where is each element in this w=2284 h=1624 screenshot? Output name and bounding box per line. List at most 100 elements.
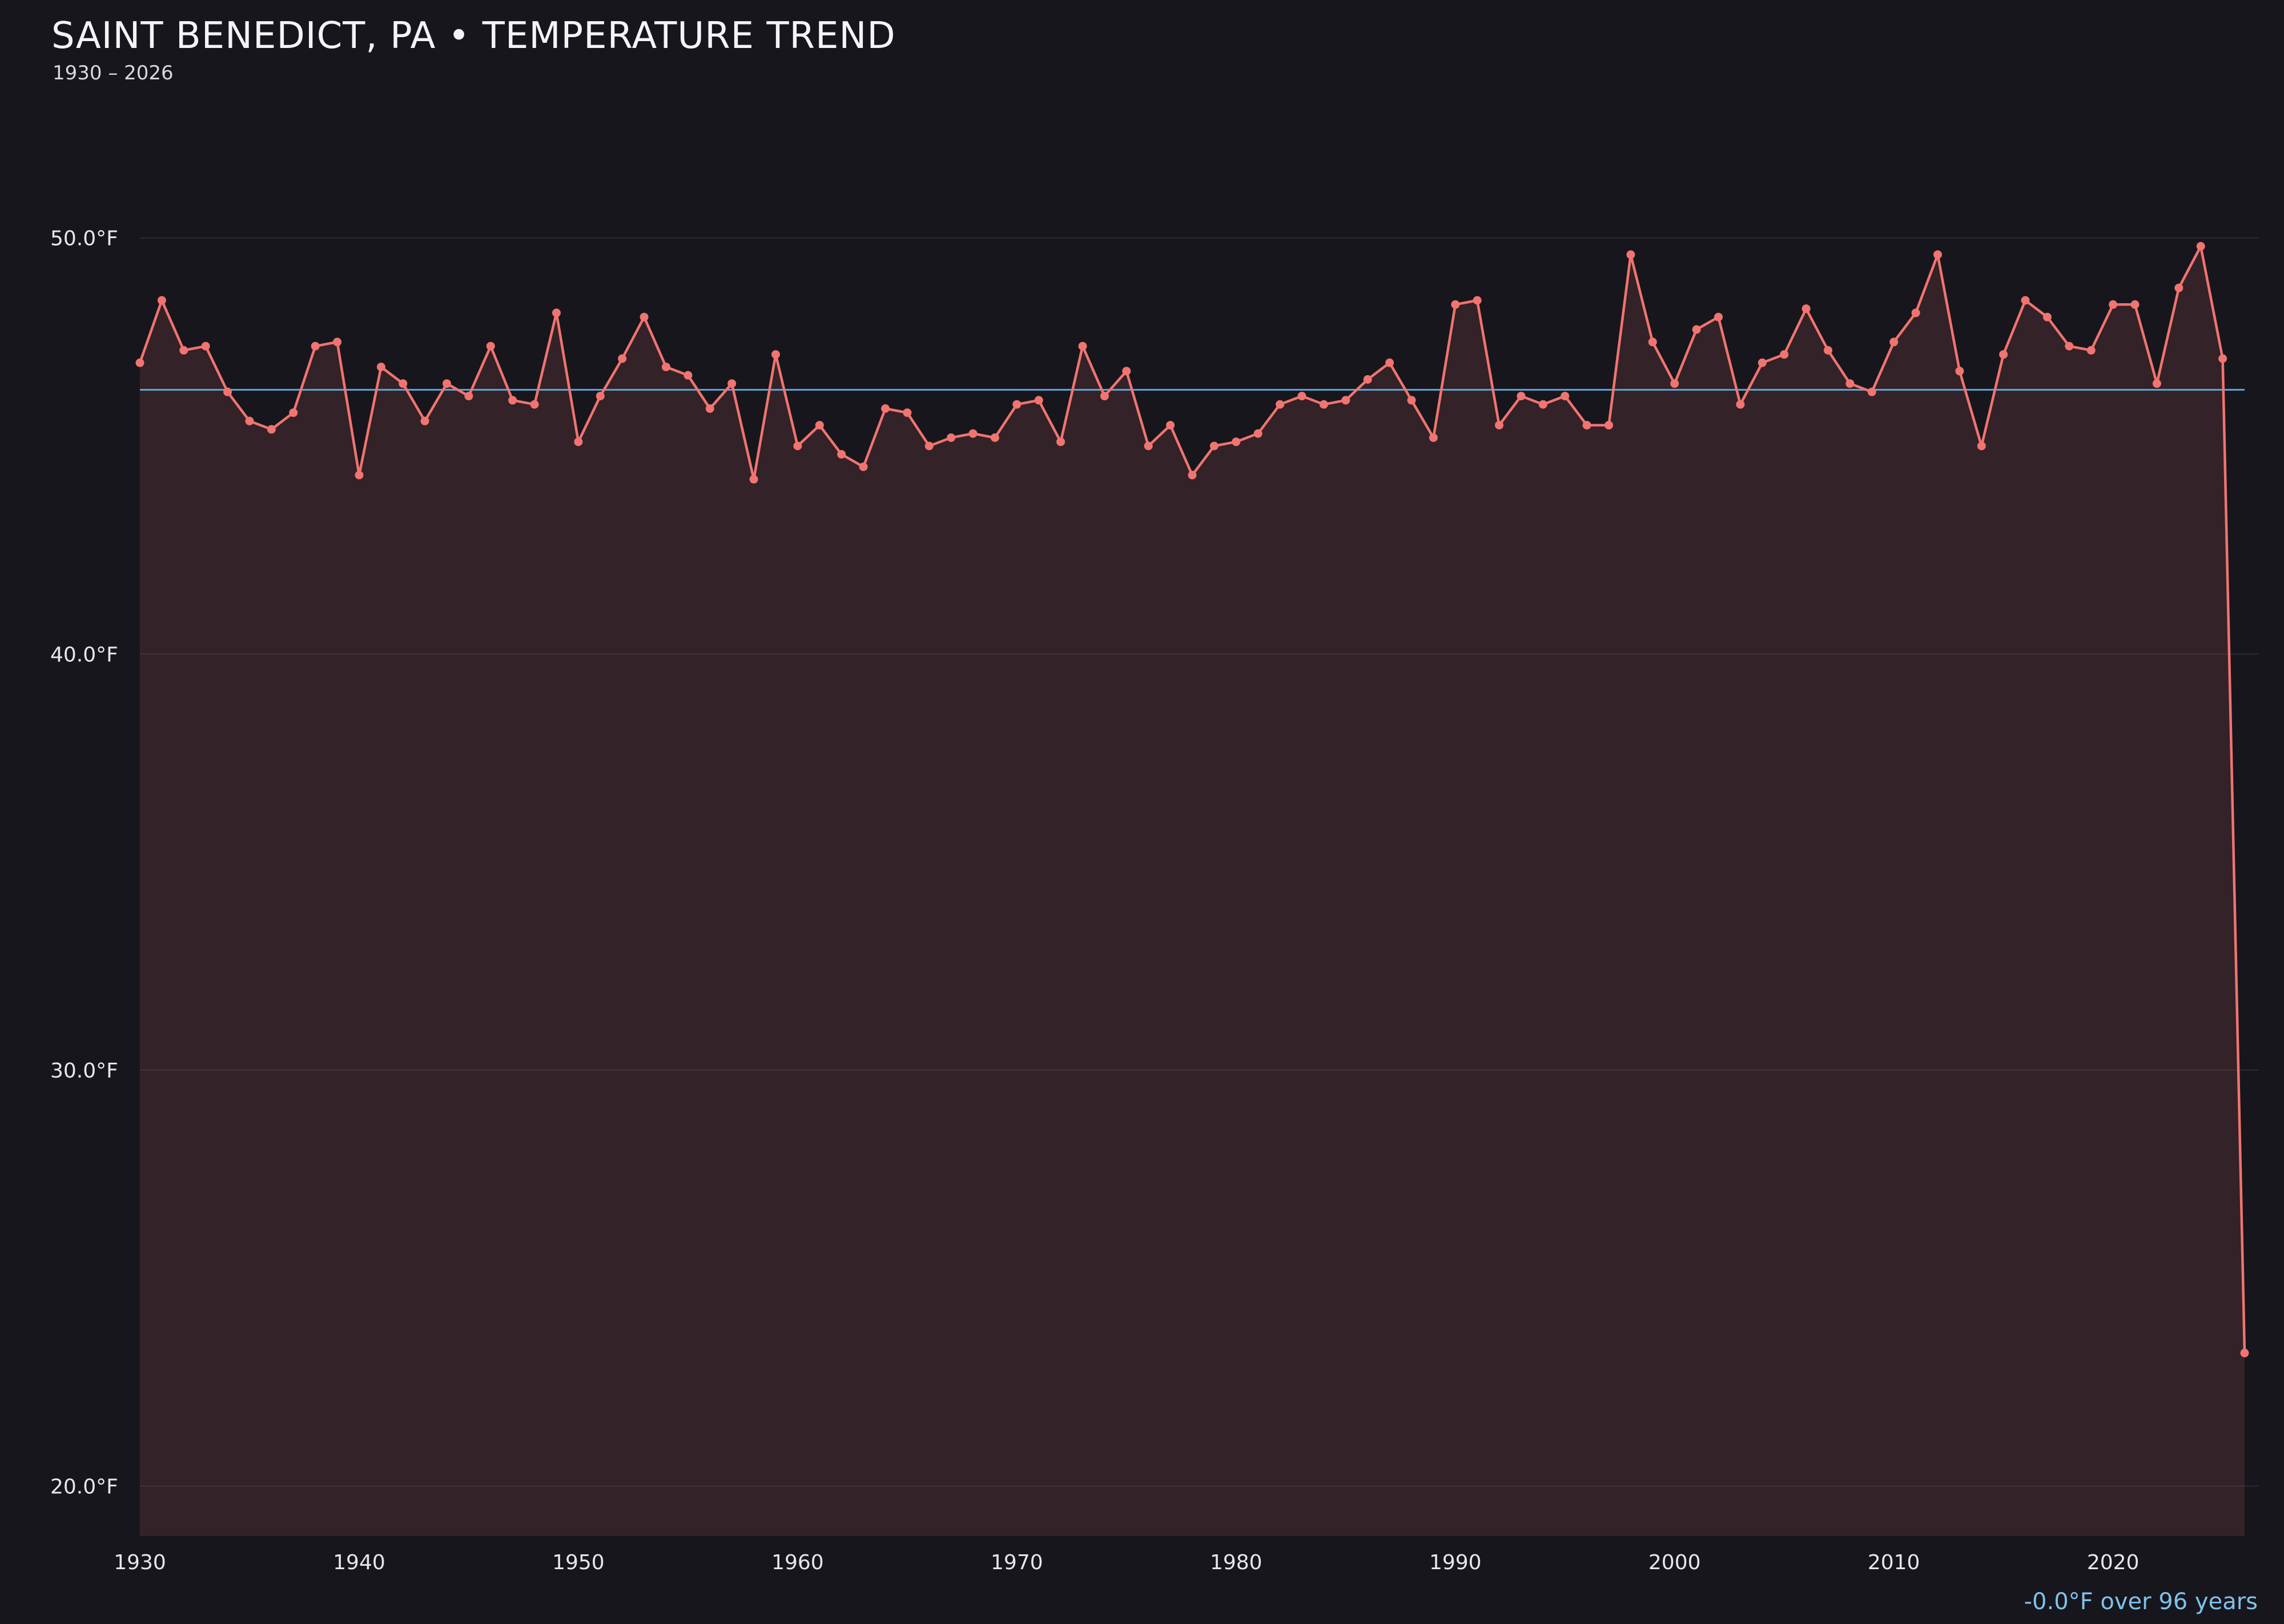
x-tick-label: 2010 — [1868, 1551, 1920, 1574]
trend-note: -0.0°F over 96 years — [2024, 1589, 2258, 1615]
data-point — [596, 392, 605, 401]
data-point — [1999, 350, 2008, 359]
data-point — [2218, 354, 2227, 363]
data-point — [1889, 337, 1899, 347]
data-point — [1385, 358, 1394, 367]
data-point — [443, 379, 451, 388]
data-point — [1824, 346, 1832, 355]
data-point — [1692, 325, 1701, 334]
chart-subtitle: 1930 – 2026 — [53, 62, 174, 85]
data-point — [1297, 392, 1306, 401]
data-point — [2042, 312, 2052, 321]
data-point — [1648, 337, 1657, 347]
data-point — [1802, 304, 1811, 313]
data-point — [267, 425, 276, 434]
data-point — [333, 337, 342, 347]
data-point — [289, 408, 298, 417]
x-tick-label: 1930 — [114, 1551, 166, 1574]
x-tick-label: 2000 — [1648, 1551, 1701, 1574]
data-point — [859, 463, 868, 471]
data-point — [245, 416, 254, 425]
data-point — [1867, 387, 1876, 396]
data-point — [640, 312, 649, 321]
data-point — [2174, 283, 2184, 292]
data-point — [1122, 367, 1131, 376]
data-point — [968, 429, 978, 438]
data-point — [223, 387, 232, 396]
data-point — [420, 416, 429, 425]
data-point — [1605, 421, 1613, 430]
data-point — [1845, 379, 1855, 388]
data-point — [2152, 379, 2161, 388]
data-point — [1561, 392, 1570, 401]
data-point — [464, 392, 473, 401]
data-point — [355, 471, 364, 480]
data-point — [1495, 421, 1503, 430]
y-tick-label: 30.0°F — [50, 1059, 118, 1083]
data-point — [1166, 421, 1175, 430]
data-point — [924, 441, 934, 451]
data-point — [1100, 392, 1109, 401]
data-point — [1078, 341, 1087, 351]
data-point — [1670, 379, 1679, 388]
x-tick-label: 2020 — [2087, 1551, 2140, 1574]
data-point — [376, 363, 385, 372]
data-point — [837, 450, 846, 459]
data-point — [1582, 421, 1591, 430]
data-point — [135, 358, 144, 367]
x-tick-label: 1990 — [1429, 1551, 1482, 1574]
data-point — [1012, 400, 1022, 409]
data-point — [1933, 250, 1942, 259]
data-point — [1276, 400, 1285, 409]
data-point — [1451, 300, 1460, 309]
data-point — [1736, 400, 1745, 409]
data-point — [990, 433, 999, 442]
data-point — [1253, 429, 1262, 438]
data-point — [662, 363, 670, 372]
y-tick-label: 40.0°F — [50, 643, 118, 666]
data-point — [1034, 396, 1043, 405]
x-tick-label: 1940 — [333, 1551, 385, 1574]
x-tick-label: 1980 — [1210, 1551, 1262, 1574]
data-point — [399, 379, 408, 388]
data-point — [1911, 308, 1920, 317]
data-point — [530, 400, 539, 409]
data-point — [486, 341, 495, 351]
data-point — [179, 346, 188, 355]
data-point — [2196, 242, 2205, 251]
data-point — [749, 475, 758, 484]
data-point — [1407, 396, 1416, 405]
data-point — [574, 437, 583, 447]
data-point — [1188, 471, 1197, 480]
data-point — [1977, 441, 1986, 451]
data-point — [1144, 441, 1153, 451]
data-point — [1714, 312, 1723, 321]
data-point — [903, 408, 912, 417]
data-point — [157, 296, 166, 305]
data-point — [881, 404, 890, 413]
data-point — [2065, 341, 2074, 351]
y-tick-label: 20.0°F — [50, 1476, 118, 1499]
data-point — [1232, 437, 1241, 447]
data-point — [2130, 300, 2140, 309]
data-point — [705, 404, 714, 413]
area-fill — [140, 246, 2245, 1536]
data-point — [1209, 441, 1219, 451]
data-point — [1780, 350, 1789, 359]
data-point — [1517, 392, 1526, 401]
data-point — [2086, 346, 2096, 355]
x-tick-label: 1960 — [771, 1551, 824, 1574]
data-point — [618, 354, 627, 363]
data-point — [1626, 250, 1635, 259]
x-tick-label: 1970 — [991, 1551, 1043, 1574]
y-tick-label: 50.0°F — [50, 227, 118, 251]
data-point — [1538, 400, 1547, 409]
data-point — [815, 421, 824, 430]
data-point — [793, 441, 802, 451]
x-tick-label: 1950 — [552, 1551, 605, 1574]
data-point — [1955, 367, 1964, 376]
data-point — [1056, 437, 1065, 447]
chart-title: SAINT BENEDICT, PA • TEMPERATURE TREND — [51, 15, 896, 57]
